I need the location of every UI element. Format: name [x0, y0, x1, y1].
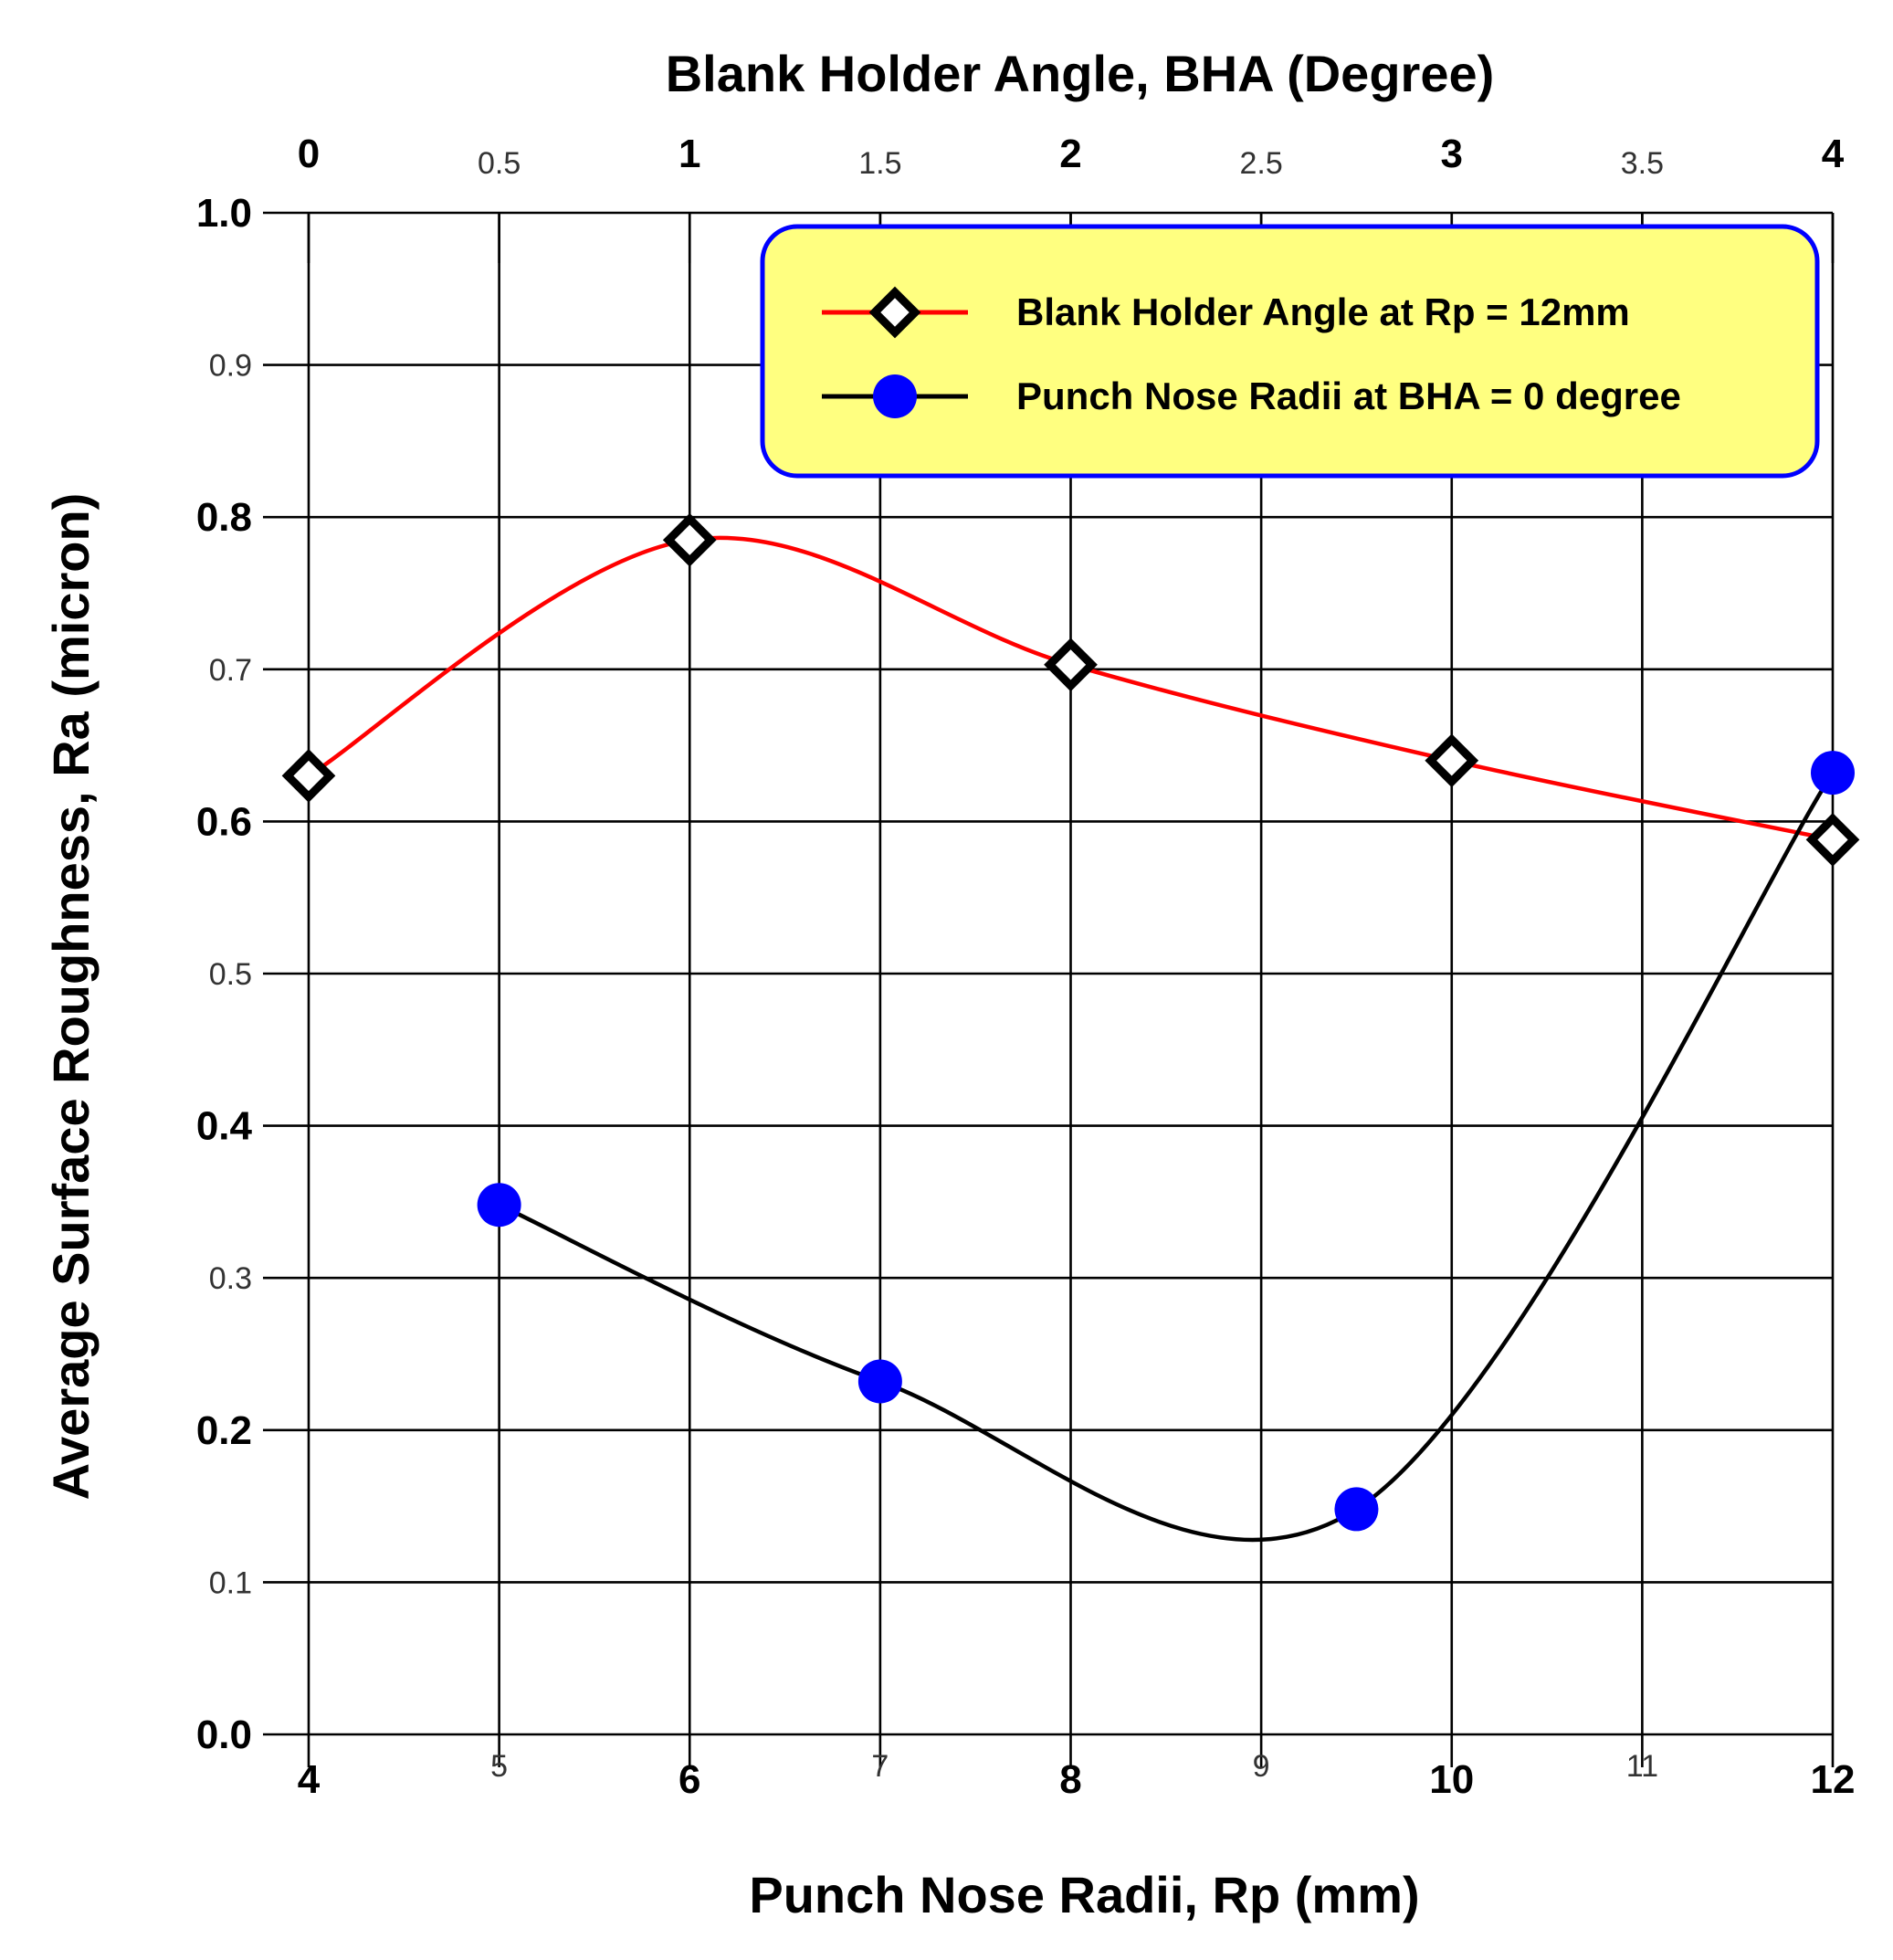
y-tick-label: 0.2: [196, 1408, 252, 1453]
data-point-circle: [857, 1359, 902, 1404]
y-tick-label: 0.4: [196, 1104, 253, 1149]
x-bottom-tick-label: 6: [678, 1757, 700, 1802]
y-tick-label: 0.6: [196, 799, 252, 844]
x-top-tick-label: 0: [298, 132, 320, 176]
x-top-tick-label: 0.5: [478, 146, 521, 181]
data-point-circle: [477, 1183, 521, 1228]
x-bottom-tick-label: 11: [1626, 1749, 1658, 1784]
data-point-diamond: [1425, 733, 1479, 788]
y-tick-label: 0.9: [209, 349, 252, 384]
x-top-tick-label: 3.5: [1621, 146, 1664, 181]
legend-box: [760, 224, 1820, 479]
y-tick-label: 0.3: [209, 1261, 252, 1296]
y-tick-label: 1.0: [196, 191, 252, 236]
x-top-tick-label: 2: [1059, 132, 1081, 176]
x-top-tick-label: 4: [1822, 132, 1845, 176]
y-axis-title: Average Surface Roughness, Ra (micron): [42, 493, 100, 1501]
legend-marker-diamond: [868, 286, 921, 339]
x-top-tick-label: 3: [1441, 132, 1463, 176]
x-bottom-tick-label: 10: [1429, 1757, 1474, 1802]
x-top-tick-label: 1: [678, 132, 700, 176]
y-tick-label: 0.7: [209, 653, 252, 688]
y-tick-label: 0.8: [196, 495, 252, 540]
data-point-circle: [1334, 1487, 1379, 1532]
y-tick-label: 0.1: [209, 1565, 252, 1600]
series: [281, 512, 1860, 1543]
data-point-diamond: [1805, 813, 1860, 867]
legend-label: Blank Holder Angle at Rp = 12mm: [1016, 290, 1630, 333]
series-line: [498, 771, 1835, 1543]
x-axis-top-title: Blank Holder Angle, BHA (Degree): [666, 45, 1495, 102]
x-bottom-tick-label: 4: [298, 1757, 321, 1802]
x-bottom-tick-label: 7: [871, 1749, 889, 1784]
x-bottom-tick-label: 12: [1811, 1757, 1856, 1802]
x-bottom-tick-label: 9: [1253, 1749, 1270, 1784]
data-point-diamond: [281, 749, 336, 803]
x-axis-bottom-title: Punch Nose Radii, Rp (mm): [749, 1866, 1419, 1923]
grid: [263, 211, 1835, 1767]
x-top-tick-label: 1.5: [858, 146, 901, 181]
x-bottom-tick-label: 5: [490, 1749, 508, 1784]
data-point-circle: [1811, 751, 1855, 796]
legend-label: Punch Nose Radii at BHA = 0 degree: [1016, 374, 1681, 417]
x-bottom-tick-label: 8: [1059, 1757, 1081, 1802]
data-point-diamond: [1044, 638, 1098, 692]
series-1: [281, 512, 1860, 867]
legend-marker-circle: [873, 374, 917, 418]
y-tick-label: 0.0: [196, 1712, 252, 1757]
y-tick-label: 0.5: [209, 957, 252, 992]
series-2: [477, 751, 1855, 1543]
tick-labels: 0.0 0.1 0.2 0.3 0.4 0.5 0.6 0.7 0.8 0.9 1.0 4 5 6 7 8 9 1…: [196, 132, 1856, 1802]
x-top-tick-label: 2.5: [1239, 146, 1282, 181]
legend: Blank Holder Angle at Rp = 12mm Punch Nos…: [760, 224, 1820, 479]
data-point-diamond: [662, 512, 717, 567]
